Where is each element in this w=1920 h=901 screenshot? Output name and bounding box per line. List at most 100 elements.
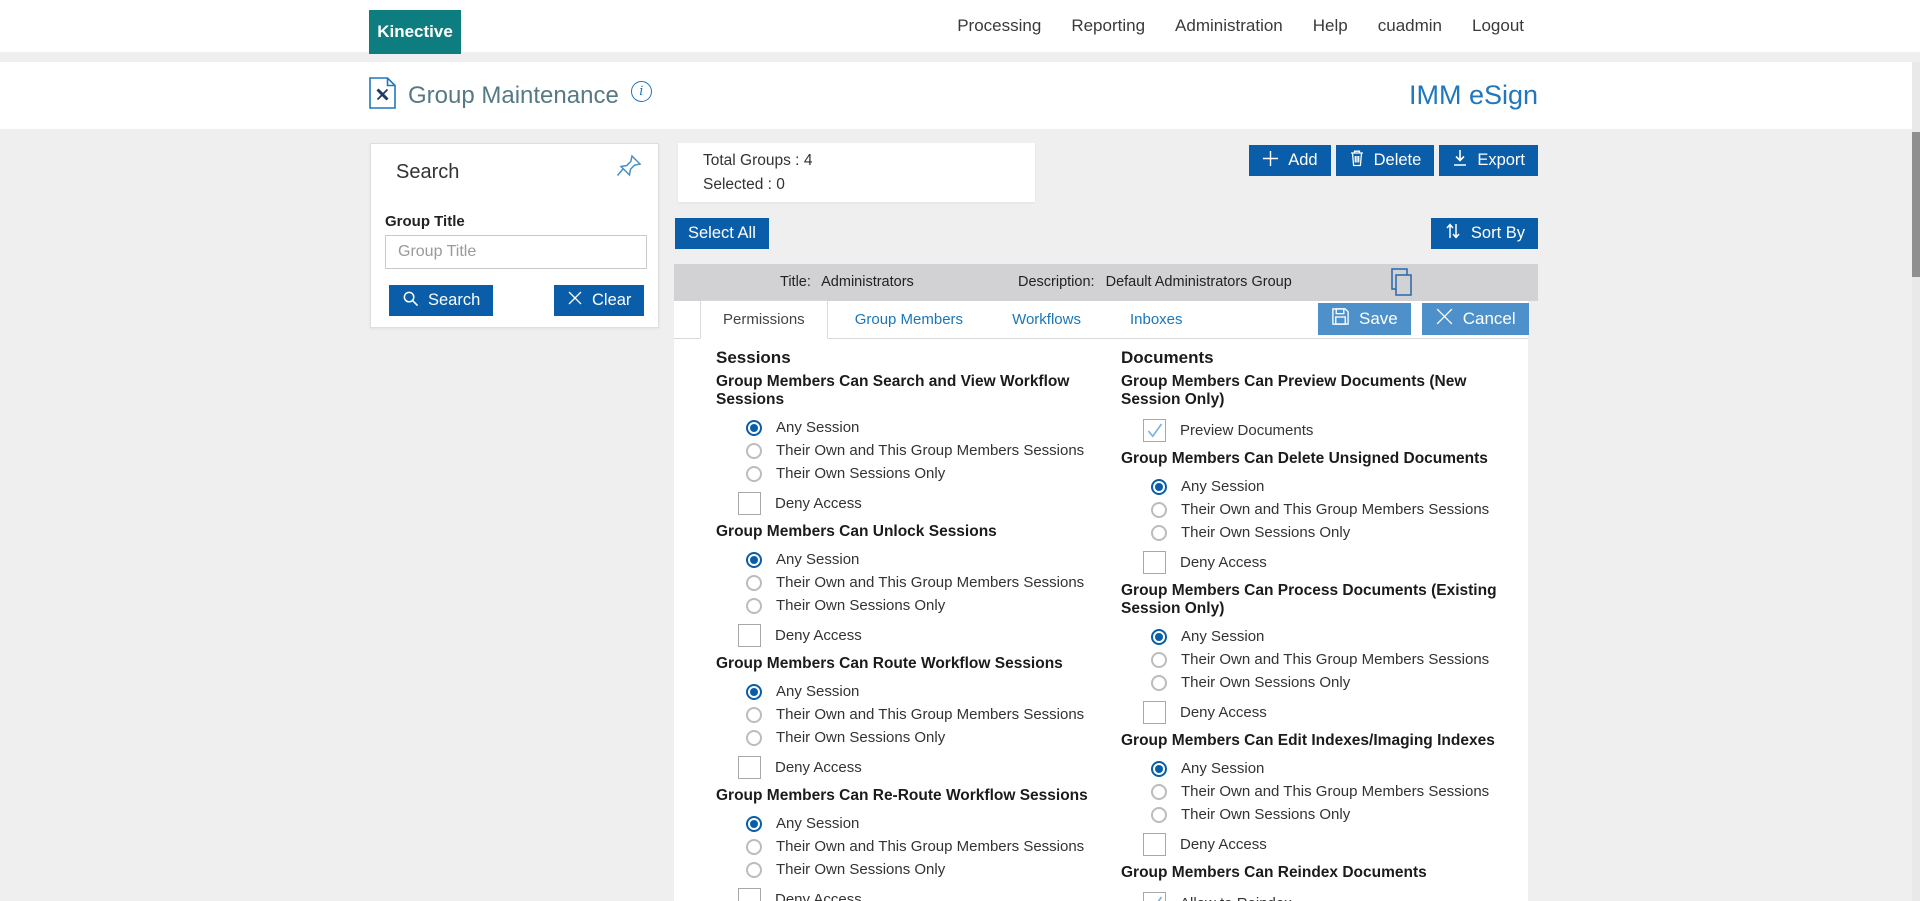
info-icon[interactable]: i <box>630 81 652 102</box>
radio-their-own-sessions-only[interactable] <box>746 729 762 746</box>
permission-option-row: Their Own and This Group Members Session… <box>746 442 1111 459</box>
nav-item-help[interactable]: Help <box>1312 16 1348 35</box>
option-label: Preview Documents <box>1180 422 1314 439</box>
search-button[interactable]: Search <box>389 285 494 316</box>
group-row-description: Description: Default Administrators Grou… <box>1018 274 1292 290</box>
option-label: Their Own Sessions Only <box>1181 674 1351 691</box>
option-label: Their Own Sessions Only <box>776 465 946 482</box>
tab-workflows[interactable]: Workflows <box>1012 311 1081 328</box>
select-all-label: Select All <box>688 224 756 242</box>
select-all-button[interactable]: Select All <box>675 218 769 249</box>
option-label: Their Own and This Group Members Session… <box>776 706 1085 723</box>
tabbar: Permissions Group Members Workflows Inboxes <box>674 300 1528 339</box>
permission-option-row: Any Session <box>746 683 1111 700</box>
checkbox-deny-access[interactable] <box>738 624 761 647</box>
scrollbar-track[interactable] <box>1912 62 1920 901</box>
radio-any-session[interactable] <box>1151 760 1167 777</box>
delete-button[interactable]: Delete <box>1335 145 1435 176</box>
permission-option-row: Their Own and This Group Members Session… <box>746 574 1111 591</box>
option-label: Their Own and This Group Members Session… <box>1181 783 1490 800</box>
permission-option-row: Their Own Sessions Only <box>746 729 1111 746</box>
permissions-col-0: Sessions Group Members Can Search and Vie… <box>716 349 1111 901</box>
option-label: Their Own and This Group Members Session… <box>776 574 1085 591</box>
permission-option-row: Allow to Reindex <box>1143 892 1526 901</box>
nav-item-reporting[interactable]: Reporting <box>1071 16 1146 35</box>
option-label: Their Own and This Group Members Session… <box>1181 651 1490 668</box>
kinective-logo[interactable]: Kinective <box>369 10 461 54</box>
export-button[interactable]: Export <box>1439 145 1538 176</box>
permission-option-row: Preview Documents <box>1143 419 1526 442</box>
cancel-button[interactable]: Cancel <box>1421 303 1529 335</box>
nav-item-cuadmin[interactable]: cuadmin <box>1377 16 1442 35</box>
nav-item-administration[interactable]: Administration <box>1175 16 1283 35</box>
checkbox-allow-to-reindex[interactable] <box>1143 892 1166 901</box>
option-label: Deny Access <box>1180 554 1267 571</box>
delete-button-label: Delete <box>1373 151 1422 169</box>
radio-their-own-sessions-only[interactable] <box>746 861 762 878</box>
checkbox-deny-access[interactable] <box>1143 551 1166 574</box>
permission-option-row: Their Own and This Group Members Session… <box>746 706 1111 723</box>
radio-their-own-and-this-group-members-sessions[interactable] <box>746 706 762 723</box>
download-icon <box>1452 149 1468 172</box>
add-button-label: Add <box>1288 151 1318 169</box>
sort-by-button[interactable]: Sort By <box>1430 218 1538 249</box>
radio-their-own-sessions-only[interactable] <box>746 597 762 614</box>
add-button[interactable]: Add <box>1249 145 1331 176</box>
copy-icon[interactable] <box>1388 267 1414 302</box>
radio-any-session[interactable] <box>746 551 762 568</box>
tab-permissions[interactable]: Permissions <box>700 300 828 339</box>
permission-option-row: Deny Access <box>738 756 1111 779</box>
radio-their-own-and-this-group-members-sessions[interactable] <box>1151 651 1167 668</box>
trash-icon <box>1349 149 1365 172</box>
radio-any-session[interactable] <box>746 815 762 832</box>
checkbox-deny-access[interactable] <box>738 756 761 779</box>
group-title-input[interactable] <box>385 235 647 269</box>
search-button-label: Search <box>428 291 481 309</box>
radio-their-own-sessions-only[interactable] <box>1151 524 1167 541</box>
scrollbar-thumb[interactable] <box>1912 132 1920 277</box>
permission-option-row: Their Own Sessions Only <box>746 465 1111 482</box>
pin-icon[interactable] <box>614 152 644 187</box>
permission-title-group-members-can-preview-documents-new-session-only: Group Members Can Preview Documents (New… <box>1121 373 1467 408</box>
checkbox-deny-access[interactable] <box>738 888 761 901</box>
permission-option-row: Any Session <box>1151 628 1526 645</box>
radio-any-session[interactable] <box>1151 478 1167 495</box>
radio-any-session[interactable] <box>746 683 762 700</box>
tab-group-members[interactable]: Group Members <box>854 311 964 328</box>
plus-icon <box>1262 150 1279 172</box>
option-label: Deny Access <box>1180 836 1267 853</box>
permission-option-row: Their Own Sessions Only <box>746 861 1111 878</box>
checkbox-preview-documents[interactable] <box>1143 419 1166 442</box>
checkbox-deny-access[interactable] <box>738 492 761 515</box>
radio-their-own-and-this-group-members-sessions[interactable] <box>1151 783 1167 800</box>
option-label: Any Session <box>776 683 860 700</box>
sort-icon <box>1444 222 1462 245</box>
nav-links: Processing Reporting Administration Help cua… <box>957 0 1524 52</box>
clear-button[interactable]: Clear <box>554 285 645 316</box>
permission-title-group-members-can-process-documents-existing-session-only: Group Members Can Process Documents (Exi… <box>1121 582 1497 617</box>
radio-their-own-and-this-group-members-sessions[interactable] <box>1151 501 1167 518</box>
checkbox-deny-access[interactable] <box>1143 701 1166 724</box>
nav-item-logout[interactable]: Logout <box>1472 16 1524 35</box>
total-groups-line: Total Groups : 4 <box>703 152 812 170</box>
save-button[interactable]: Save <box>1318 303 1411 335</box>
permission-title-group-members-can-unlock-sessions: Group Members Can Unlock Sessions <box>716 523 997 540</box>
radio-their-own-and-this-group-members-sessions[interactable] <box>746 442 762 459</box>
permission-option-row: Their Own Sessions Only <box>1151 524 1526 541</box>
radio-any-session[interactable] <box>1151 628 1167 645</box>
radio-their-own-and-this-group-members-sessions[interactable] <box>746 838 762 855</box>
radio-their-own-sessions-only[interactable] <box>1151 674 1167 691</box>
radio-their-own-sessions-only[interactable] <box>1151 806 1167 823</box>
checkbox-deny-access[interactable] <box>1143 833 1166 856</box>
permission-title-group-members-can-route-workflow-sessions: Group Members Can Route Workflow Session… <box>716 655 1063 672</box>
permissions-col-1: Documents Group Members Can Preview Docum… <box>1121 349 1526 901</box>
search-panel: Search Group Title Search Clear <box>370 143 659 328</box>
selected-value: 0 <box>776 176 785 193</box>
permission-option-row: Any Session <box>746 815 1111 832</box>
tab-inboxes[interactable]: Inboxes <box>1129 311 1183 328</box>
radio-their-own-and-this-group-members-sessions[interactable] <box>746 574 762 591</box>
nav-item-processing[interactable]: Processing <box>957 16 1042 35</box>
radio-their-own-sessions-only[interactable] <box>746 465 762 482</box>
group-row-administrators[interactable]: Title: Administrators Description: Defau… <box>674 264 1538 301</box>
radio-any-session[interactable] <box>746 419 762 436</box>
